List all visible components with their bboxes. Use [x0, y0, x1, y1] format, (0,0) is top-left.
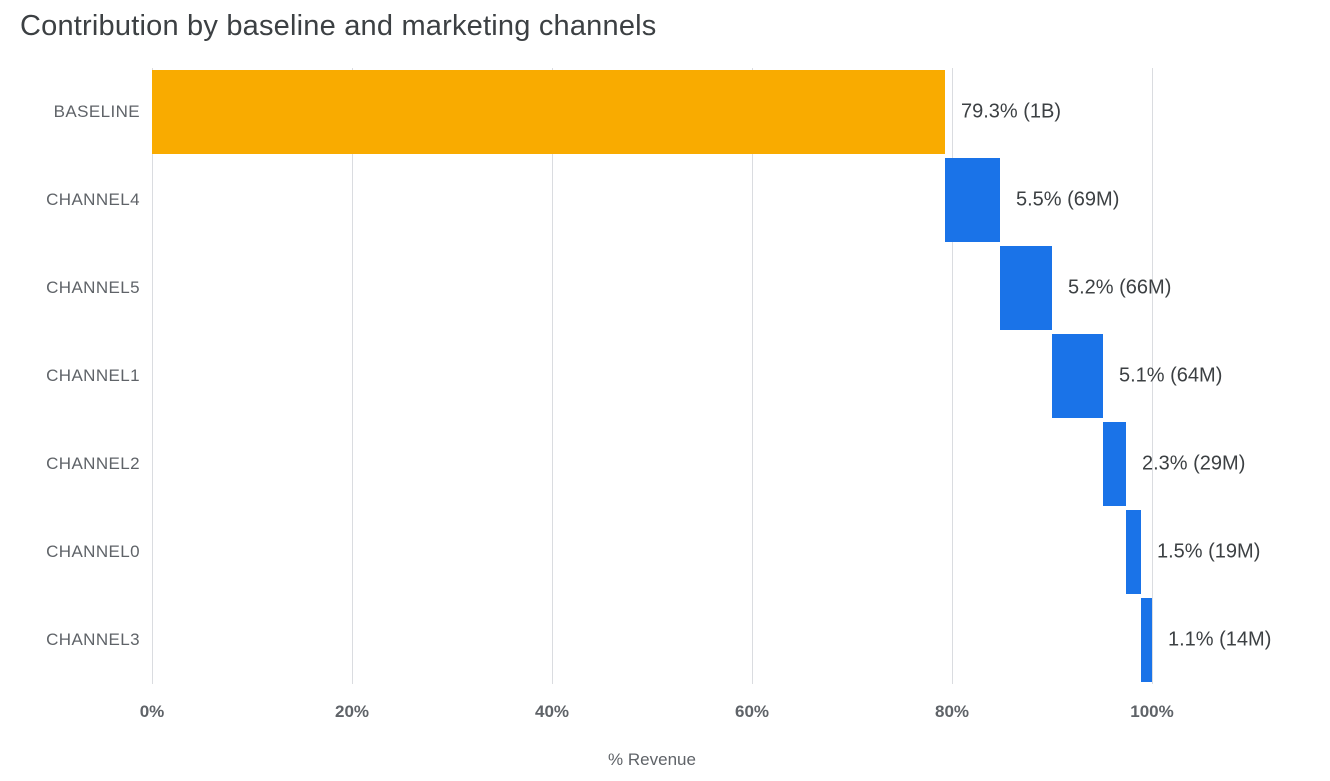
x-axis-tick-label: 100% [1130, 702, 1174, 721]
chart-row-channel1: CHANNEL1 5.1% (64M) [0, 332, 1330, 420]
bar-value-label: 5.5% (69M) [1016, 188, 1120, 211]
x-axis-tick-label: 40% [534, 702, 570, 721]
waterfall-chart: BASELINE 79.3% (1B) CHANNEL4 5.5% (69M) CHAN… [0, 68, 1330, 781]
bar-value-label: 2.3% (29M) [1142, 452, 1246, 475]
x-axis-tick-label: 20% [334, 702, 370, 721]
waterfall-bar-channel1[interactable] [1052, 334, 1103, 418]
bar-value-label: 1.1% (14M) [1168, 628, 1272, 651]
category-label: CHANNEL2 [46, 454, 140, 473]
bar-value-label: 5.1% (64M) [1119, 364, 1223, 387]
waterfall-bar-channel3[interactable] [1141, 598, 1152, 682]
category-label: CHANNEL4 [46, 190, 140, 209]
chart-row-channel2: CHANNEL2 2.3% (29M) [0, 420, 1330, 508]
category-label: CHANNEL5 [46, 278, 140, 297]
gridline [752, 68, 753, 684]
bar-value-label: 1.5% (19M) [1157, 540, 1261, 563]
bar-value-label: 79.3% (1B) [961, 100, 1062, 123]
x-axis-tick-label: 80% [934, 702, 970, 721]
waterfall-bar-channel2[interactable] [1103, 422, 1126, 506]
chart-row-channel3: CHANNEL3 1.1% (14M) [0, 596, 1330, 684]
waterfall-bar-channel4[interactable] [945, 158, 1000, 242]
chart-row-channel4: CHANNEL4 5.5% (69M) [0, 156, 1330, 244]
x-axis-title: % Revenue [608, 750, 696, 769]
gridline [952, 68, 953, 684]
category-label: CHANNEL1 [46, 366, 140, 385]
category-label: CHANNEL3 [46, 630, 140, 649]
chart-row-channel5: CHANNEL5 5.2% (66M) [0, 244, 1330, 332]
gridline [152, 68, 153, 684]
gridline [552, 68, 553, 684]
category-label: BASELINE [53, 102, 140, 121]
waterfall-bar-baseline[interactable] [152, 70, 945, 154]
x-axis-tick-label: 60% [734, 702, 770, 721]
bar-value-label: 5.2% (66M) [1068, 276, 1172, 299]
chart-row-baseline: BASELINE 79.3% (1B) [0, 68, 1330, 156]
waterfall-bar-channel0[interactable] [1126, 510, 1141, 594]
waterfall-bar-channel5[interactable] [1000, 246, 1052, 330]
category-label: CHANNEL0 [46, 542, 140, 561]
gridline [352, 68, 353, 684]
x-axis-tick-label: 0% [139, 702, 165, 721]
gridline [1152, 68, 1153, 684]
chart-title: Contribution by baseline and marketing c… [20, 10, 657, 42]
chart-row-channel0: CHANNEL0 1.5% (19M) [0, 508, 1330, 596]
